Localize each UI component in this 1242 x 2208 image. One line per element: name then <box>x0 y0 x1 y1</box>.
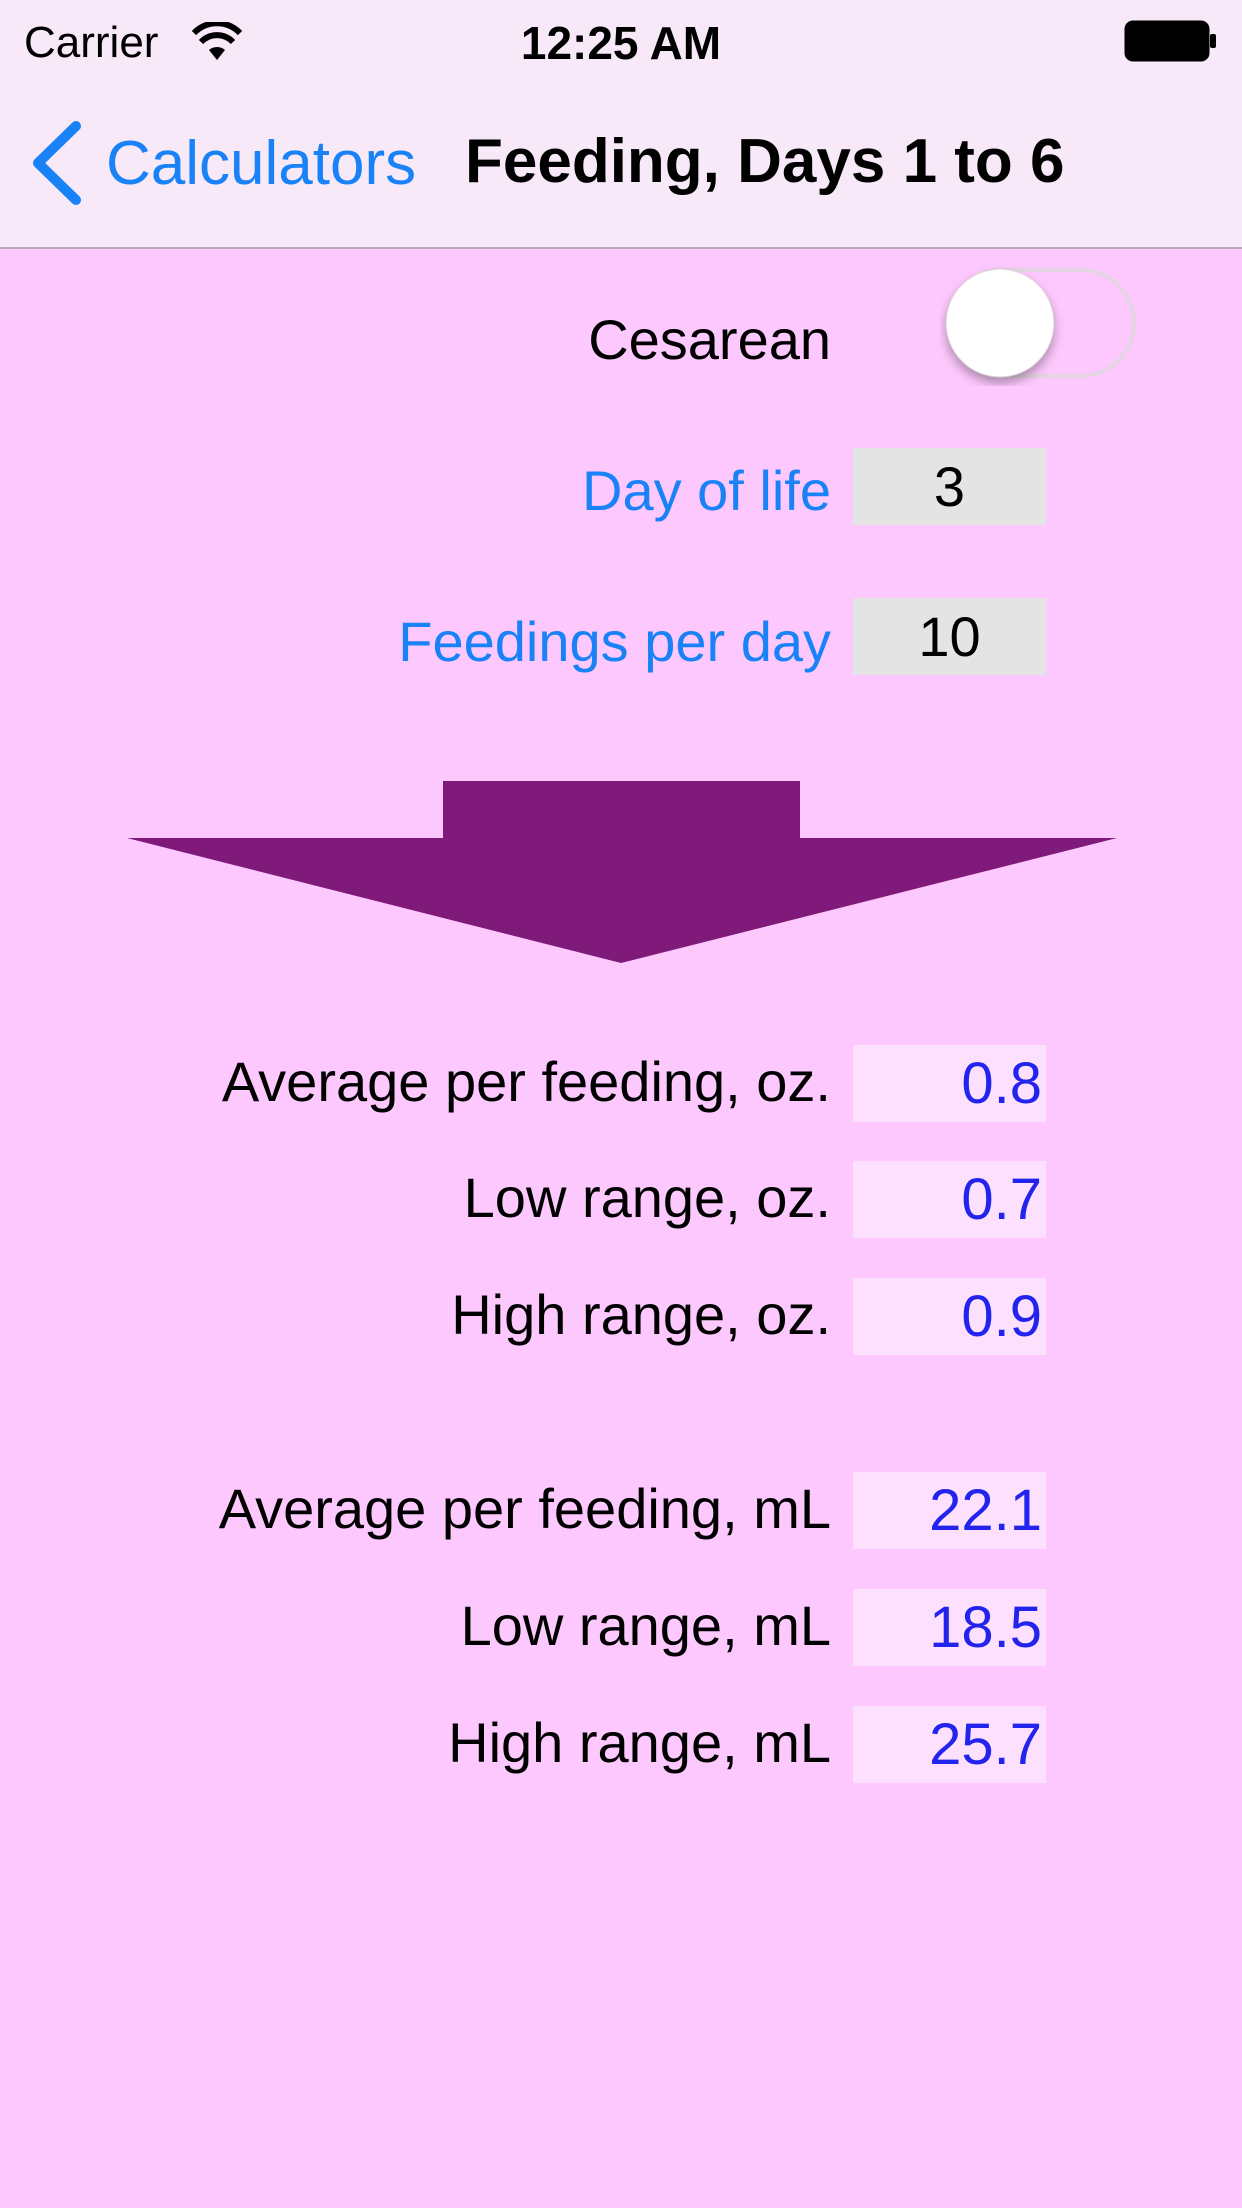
result-value: 22.1 <box>853 1472 1046 1549</box>
feedings-input[interactable]: 10 <box>853 598 1046 675</box>
day-of-life-input[interactable]: 3 <box>853 448 1046 525</box>
back-button[interactable]: Calculators <box>28 120 416 206</box>
wifi-icon <box>192 22 242 60</box>
nav-title: Feeding, Days 1 to 6 <box>465 127 1065 196</box>
result-label: Average per feeding, oz. <box>221 1050 831 1113</box>
carrier: Carrier <box>24 18 159 67</box>
day-of-life-label: Day of life <box>582 459 831 522</box>
result-label: High range, mL <box>448 1711 831 1774</box>
result-label: Low range, oz. <box>463 1166 831 1229</box>
back-chevron <box>33 121 81 205</box>
result-value: 0.9 <box>853 1278 1046 1355</box>
result-value: 0.7 <box>853 1161 1046 1238</box>
down-arrow <box>127 781 1117 963</box>
cesarean-switch[interactable] <box>940 262 1144 386</box>
top-bar: Carrier 12:25 AM Calculators Feeding, Da… <box>0 0 1242 249</box>
result-label: Low range, mL <box>460 1594 831 1657</box>
back-label: Calculators <box>106 128 417 198</box>
result-value: 25.7 <box>853 1706 1046 1783</box>
result-label: High range, oz. <box>451 1283 831 1346</box>
cesarean-label: Cesarean <box>588 308 831 371</box>
result-label: Average per feeding, mL <box>218 1477 831 1540</box>
result-value: 0.8 <box>853 1045 1046 1122</box>
clock: 12:25 AM <box>520 17 722 69</box>
feedings-label: Feedings per day <box>398 610 831 673</box>
battery-icon <box>1124 20 1216 62</box>
result-value: 18.5 <box>853 1589 1046 1666</box>
